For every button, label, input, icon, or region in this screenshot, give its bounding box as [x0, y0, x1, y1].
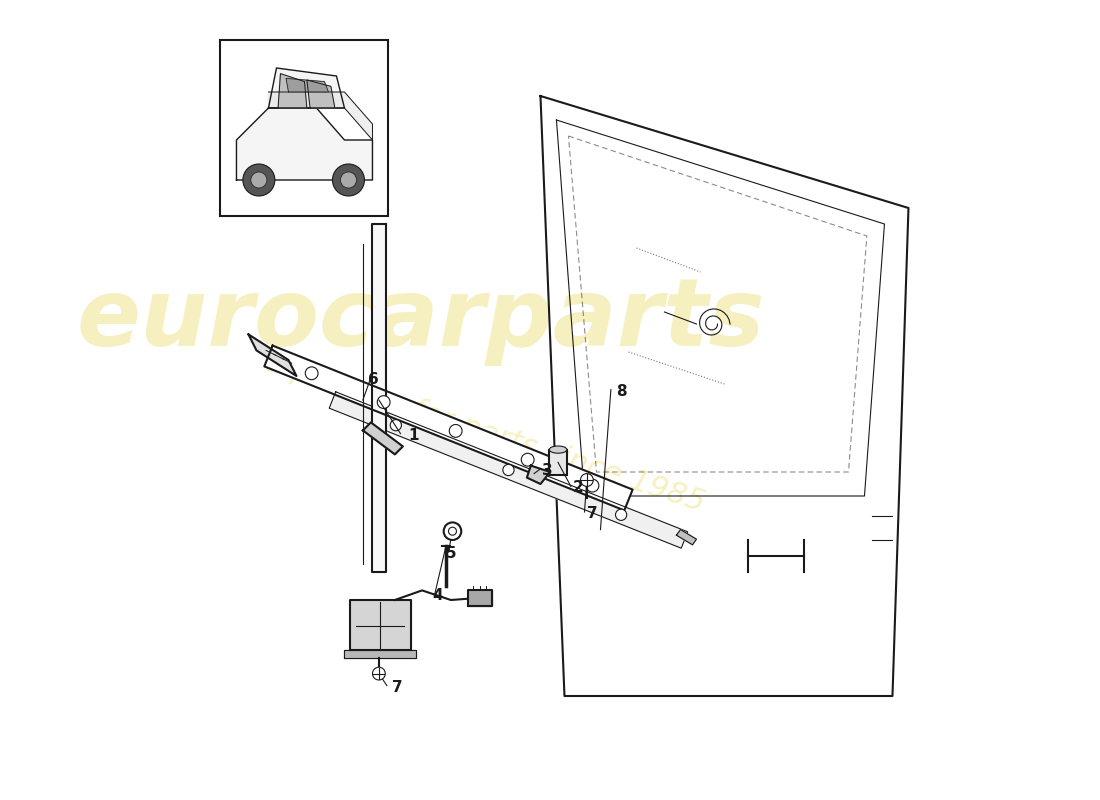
Circle shape [581, 474, 593, 486]
Circle shape [449, 425, 462, 438]
Circle shape [341, 172, 356, 188]
Text: 2: 2 [572, 481, 583, 495]
Text: 1: 1 [408, 429, 419, 443]
Ellipse shape [549, 446, 566, 453]
Polygon shape [268, 68, 344, 108]
Text: 3: 3 [542, 463, 552, 478]
Polygon shape [268, 92, 373, 140]
Polygon shape [286, 78, 329, 92]
Bar [220, 40, 388, 216]
Circle shape [521, 454, 535, 466]
Circle shape [243, 164, 275, 196]
Text: 7: 7 [587, 506, 597, 521]
Polygon shape [344, 650, 417, 658]
Polygon shape [363, 422, 403, 454]
Polygon shape [249, 334, 297, 376]
Circle shape [616, 509, 627, 520]
Polygon shape [469, 590, 493, 606]
Text: a passion for parts since 1985: a passion for parts since 1985 [261, 347, 708, 517]
Polygon shape [278, 74, 307, 108]
Text: 8: 8 [616, 385, 627, 399]
Circle shape [251, 172, 267, 188]
Circle shape [586, 479, 598, 492]
Circle shape [443, 522, 461, 540]
Text: eurocarparts: eurocarparts [76, 274, 764, 366]
Circle shape [449, 527, 456, 535]
Circle shape [377, 396, 390, 409]
Polygon shape [527, 466, 550, 484]
Circle shape [373, 667, 385, 680]
Polygon shape [372, 224, 386, 572]
Polygon shape [236, 108, 373, 180]
Text: 6: 6 [368, 373, 379, 387]
Circle shape [306, 367, 318, 380]
Polygon shape [676, 530, 696, 545]
Polygon shape [307, 80, 334, 108]
Polygon shape [329, 392, 688, 548]
Circle shape [332, 164, 364, 196]
Text: 4: 4 [432, 589, 443, 603]
Circle shape [390, 419, 402, 430]
Text: 5: 5 [447, 546, 456, 561]
Polygon shape [264, 346, 632, 510]
Polygon shape [350, 600, 411, 650]
Circle shape [503, 464, 514, 475]
Bar [549, 450, 566, 475]
Text: 7: 7 [393, 681, 403, 695]
